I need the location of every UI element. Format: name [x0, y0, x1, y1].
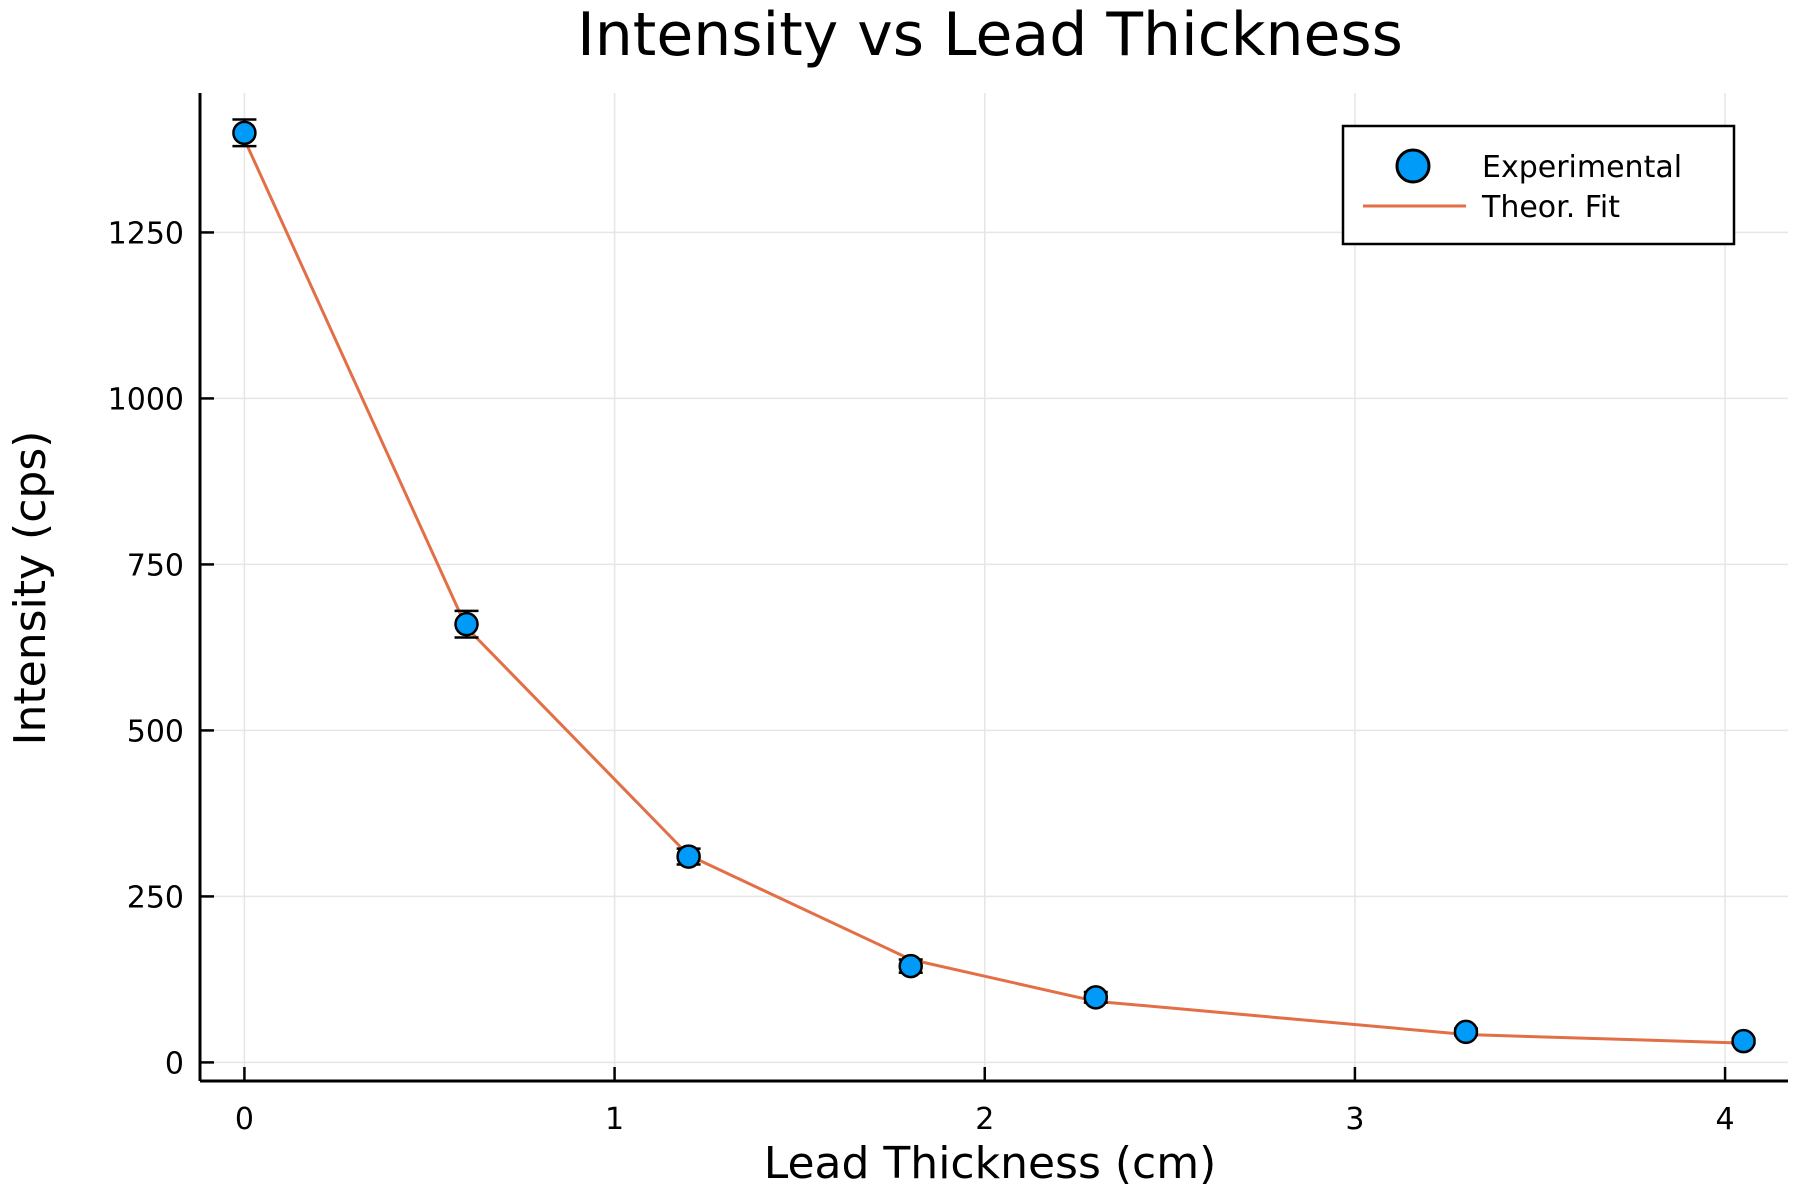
series-layer [232, 118, 1756, 1054]
data-point-4 [1083, 985, 1109, 1010]
data-point-0 [232, 120, 257, 146]
chart-title: Intensity vs Lead Thickness [577, 0, 1403, 70]
y-tick-label-4: 1000 [108, 382, 184, 417]
legend-label-theor-fit: Theor. Fit [1481, 190, 1620, 225]
legend-marker-experimental [1395, 148, 1431, 184]
x-tick-label-1: 1 [605, 1102, 624, 1137]
axes [198, 93, 1788, 1083]
data-point-1 [454, 611, 479, 637]
x-tick-label-2: 2 [975, 1102, 994, 1137]
legend-label-experimental: Experimental [1482, 150, 1682, 185]
data-point-2 [676, 844, 701, 869]
x-axis-label: Lead Thickness (cm) [764, 1138, 1217, 1189]
y-tick-label-3: 750 [127, 548, 184, 583]
data-point-5 [1453, 1019, 1479, 1045]
x-tick-label-0: 0 [235, 1102, 254, 1137]
y-tick-label-5: 1250 [108, 216, 184, 251]
y-tick-label-0: 0 [165, 1046, 184, 1081]
y-tick-label-2: 500 [127, 714, 184, 749]
y-axis-label: Intensity (cps) [5, 431, 56, 746]
legend: Experimental Theor. Fit [1341, 124, 1736, 246]
x-tick-label-4: 4 [1716, 1102, 1735, 1137]
y-tick-label-1: 250 [127, 880, 184, 915]
data-point-6 [1731, 1028, 1756, 1054]
ticks: 0 1 2 3 4 0 250 500 750 1000 1250 [108, 216, 1735, 1137]
data-point-3 [898, 953, 923, 979]
legend-box [1341, 124, 1736, 246]
x-tick-label-3: 3 [1345, 1102, 1364, 1137]
